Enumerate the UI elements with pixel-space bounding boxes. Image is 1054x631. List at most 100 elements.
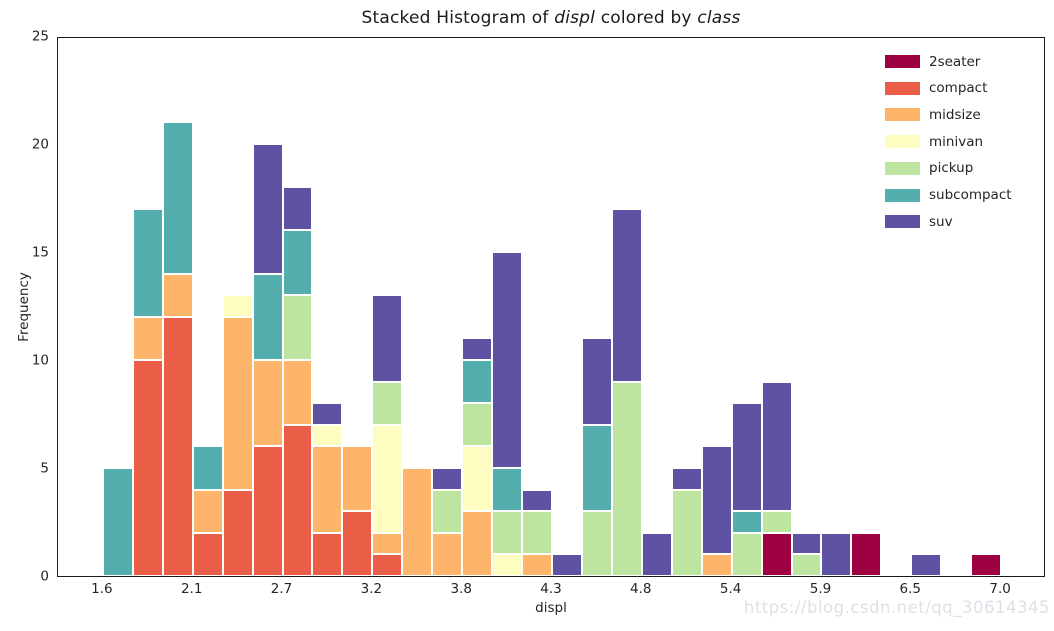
y-axis-label: Frequency	[16, 272, 32, 342]
bar-segment-subcompact	[192, 446, 223, 490]
y-tick-label: 15	[31, 244, 49, 261]
bar-segment-subcompact	[162, 122, 193, 274]
x-tick-label: 2.1	[180, 581, 203, 597]
legend-label: subcompact	[929, 187, 1012, 203]
bar-segment-subcompact	[102, 468, 133, 576]
bar-segment-compact	[342, 511, 373, 576]
bar-segment-2seater	[761, 532, 792, 576]
y-tick-label: 10	[31, 352, 49, 369]
bar-segment-compact	[162, 316, 193, 576]
bar-segment-suv	[641, 532, 672, 576]
bar-segment-compact	[222, 489, 253, 576]
bar-segment-suv	[492, 252, 523, 468]
legend-label: minivan	[929, 133, 984, 150]
bar-segment-suv	[372, 295, 403, 382]
legend-swatch-minivan	[885, 135, 920, 149]
legend-swatch-compact	[885, 81, 920, 95]
bar-segment-pickup	[581, 511, 612, 576]
y-tick-label: 25	[31, 28, 49, 45]
bar-segment-suv	[252, 144, 283, 274]
bar-segment-compact	[282, 424, 313, 576]
bar-segment-compact	[192, 532, 223, 576]
bar-segment-suv	[312, 403, 343, 425]
bar-segment-suv	[432, 468, 463, 490]
bar-segment-suv	[282, 187, 313, 231]
title-italic-part: displ	[554, 8, 596, 28]
bar-segment-midsize	[282, 360, 313, 425]
bar-segment-midsize	[372, 532, 403, 555]
chart-title: Stacked Histogram of displ colored by cl…	[362, 8, 741, 28]
x-tick-label: 3.8	[450, 581, 472, 597]
legend-item-minivan: minivan	[885, 128, 983, 155]
y-tick-label: 20	[31, 136, 49, 153]
bar-segment-compact	[372, 554, 403, 576]
bar-segment-compact	[312, 532, 343, 576]
bar-segment-midsize	[252, 360, 283, 447]
title-part: colored by	[595, 8, 698, 28]
bar-segment-pickup	[611, 381, 642, 576]
bar-segment-midsize	[701, 554, 732, 576]
legend-swatch-midsize	[885, 108, 920, 122]
bar-segment-midsize	[192, 489, 223, 533]
bar-segment-pickup	[432, 489, 463, 533]
bar-segment-suv	[522, 489, 552, 512]
bar-segment-midsize	[162, 273, 193, 317]
legend-label: pickup	[929, 160, 974, 177]
x-tick-label: 7.0	[989, 581, 1011, 597]
legend-item-subcompact: subcompact	[885, 182, 1012, 209]
bar-segment-subcompact	[492, 468, 523, 512]
bar-segment-suv	[611, 208, 642, 382]
x-tick-label: 4.8	[630, 581, 652, 597]
bar-segment-compact	[132, 360, 163, 576]
x-tick-label: 4.3	[540, 581, 562, 597]
legend-swatch-pickup	[885, 161, 920, 175]
bar-segment-midsize	[522, 554, 552, 576]
title-italic-part: class	[697, 8, 741, 28]
legend-item-pickup: pickup	[885, 155, 973, 182]
bar-segment-midsize	[342, 446, 373, 512]
legend-item-compact: compact	[885, 75, 987, 102]
legend-swatch-subcompact	[885, 188, 920, 202]
legend-item-midsize: midsize	[885, 101, 981, 128]
bar-segment-suv	[581, 338, 612, 425]
legend-swatch-2seater	[885, 55, 920, 68]
bar-segment-subcompact	[282, 230, 313, 296]
bar-segment-suv	[701, 446, 732, 555]
legend-item-2seater: 2seater	[885, 48, 980, 75]
x-tick-label: 5.4	[719, 581, 742, 597]
bar-segment-pickup	[522, 511, 552, 555]
bar-segment-subcompact	[581, 424, 612, 512]
bar-segment-subcompact	[252, 273, 283, 360]
plot-area	[57, 37, 1045, 577]
title-part: Stacked Histogram of	[361, 8, 555, 28]
bar-segment-suv	[821, 532, 852, 576]
bar-segment-2seater	[971, 554, 1002, 576]
bar-segment-midsize	[432, 532, 463, 576]
bar-segment-suv	[552, 554, 582, 576]
x-tick-label: 2.7	[270, 581, 293, 597]
y-tick-label: 0	[40, 568, 49, 585]
bar-segment-suv	[761, 381, 792, 512]
bar-segment-pickup	[282, 295, 313, 360]
x-axis-label: displ	[535, 600, 567, 616]
bar-segment-pickup	[791, 554, 822, 576]
bar-segment-pickup	[492, 511, 523, 555]
bar-segment-subcompact	[132, 208, 163, 317]
bar-segment-suv	[791, 532, 822, 555]
bar-segment-suv	[911, 554, 942, 576]
bar-segment-subcompact	[462, 360, 493, 404]
bar-segment-midsize	[132, 316, 163, 360]
bar-segment-minivan	[372, 424, 403, 533]
bar-segment-minivan	[462, 446, 493, 512]
bar-segment-midsize	[222, 316, 253, 490]
legend-swatch-suv	[885, 215, 920, 229]
y-tick-label: 5	[40, 460, 49, 477]
bar-segment-midsize	[312, 446, 343, 533]
bar-segment-minivan	[492, 554, 523, 576]
x-tick-label: 3.2	[360, 581, 383, 597]
legend-label: suv	[929, 213, 953, 230]
bar-segment-minivan	[222, 295, 253, 317]
watermark-text: https://blog.csdn.net/qq_30614345	[743, 598, 1050, 617]
bar-segment-2seater	[851, 532, 882, 576]
